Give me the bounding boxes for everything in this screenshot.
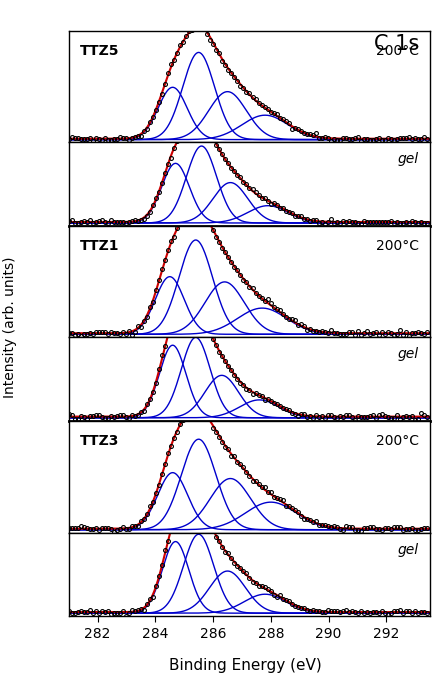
Text: TTZ5: TTZ5 <box>79 44 119 58</box>
Text: Intensity (arb. units): Intensity (arb. units) <box>3 256 17 398</box>
Text: 200°C: 200°C <box>376 44 419 58</box>
Text: TTZ1: TTZ1 <box>79 239 119 253</box>
Text: 200°C: 200°C <box>376 239 419 253</box>
Text: gel: gel <box>398 153 419 166</box>
Text: TTZ3: TTZ3 <box>79 434 119 449</box>
Text: 200°C: 200°C <box>376 434 419 449</box>
Text: gel: gel <box>398 543 419 556</box>
Text: C 1s: C 1s <box>373 34 419 54</box>
Text: gel: gel <box>398 347 419 362</box>
Text: Binding Energy (eV): Binding Energy (eV) <box>170 658 322 673</box>
